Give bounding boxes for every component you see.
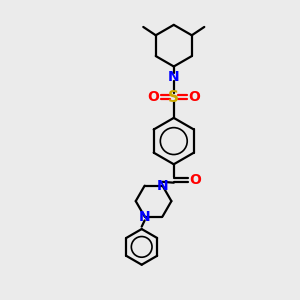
Text: O: O bbox=[188, 90, 200, 104]
Text: O: O bbox=[189, 173, 201, 187]
Text: O: O bbox=[148, 90, 160, 104]
Text: S: S bbox=[168, 90, 179, 105]
Text: N: N bbox=[139, 210, 151, 224]
Text: N: N bbox=[157, 179, 168, 193]
Text: N: N bbox=[168, 70, 180, 84]
